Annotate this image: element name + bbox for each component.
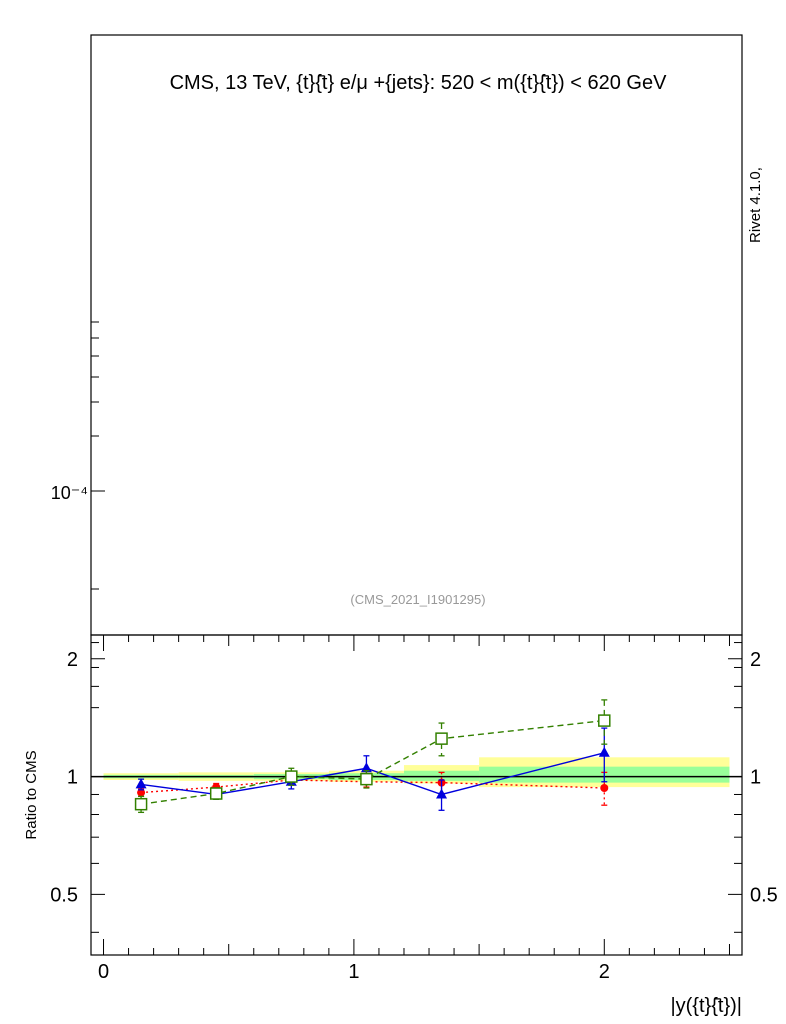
y-axis-label: Ratio to CMS: [23, 750, 40, 839]
y-tick-label-left: 1: [67, 767, 78, 789]
series-line: [140, 752, 605, 796]
y-tick-label-left: 2: [67, 649, 78, 671]
rivet-version-label: Rivet 4.1.0,: [747, 167, 764, 243]
main-panel-frame: [90, 34, 743, 636]
x-axis-label: |y({t}{̄t})|: [670, 995, 742, 1017]
data-point: [135, 778, 147, 789]
data-point: [134, 797, 148, 811]
data-point: [285, 770, 298, 783]
ratio-axis-labels: 0.5 0.5 1 1 2 2 0 1 2: [50, 649, 778, 983]
series-layer: [134, 699, 611, 814]
data-point: [435, 732, 448, 745]
y-tick-label-right: 1: [750, 767, 761, 789]
ratio-panel-frame: [90, 634, 743, 956]
main-y-tick-label: 10⁻⁴: [51, 483, 88, 503]
data-point: [360, 762, 372, 773]
data-point: [137, 788, 146, 797]
main-panel-y-ticks: [91, 321, 105, 590]
ratio-axis-ticks: [91, 635, 742, 955]
data-point: [436, 788, 448, 799]
band-inner-segment: [403, 770, 480, 781]
series-1: [135, 727, 610, 811]
data-point: [600, 783, 609, 792]
y-tick-label-right: 0.5: [750, 884, 778, 906]
data-point: [209, 787, 223, 800]
y-tick-label-left: 0.5: [50, 884, 78, 906]
y-tick-label-right: 2: [750, 649, 761, 671]
series-line: [140, 719, 605, 805]
x-tick-label: 1: [348, 961, 359, 983]
series-2: [134, 699, 611, 814]
x-tick-label: 2: [599, 961, 610, 983]
plot-title: CMS, 13 TeV, {t}{̄t} e/μ +{jets}: 520 < …: [170, 72, 668, 94]
x-tick-label: 0: [98, 961, 109, 983]
data-point: [598, 714, 611, 727]
data-point: [598, 746, 610, 757]
analysis-watermark: (CMS_2021_I1901295): [350, 592, 485, 607]
data-point: [360, 772, 373, 786]
